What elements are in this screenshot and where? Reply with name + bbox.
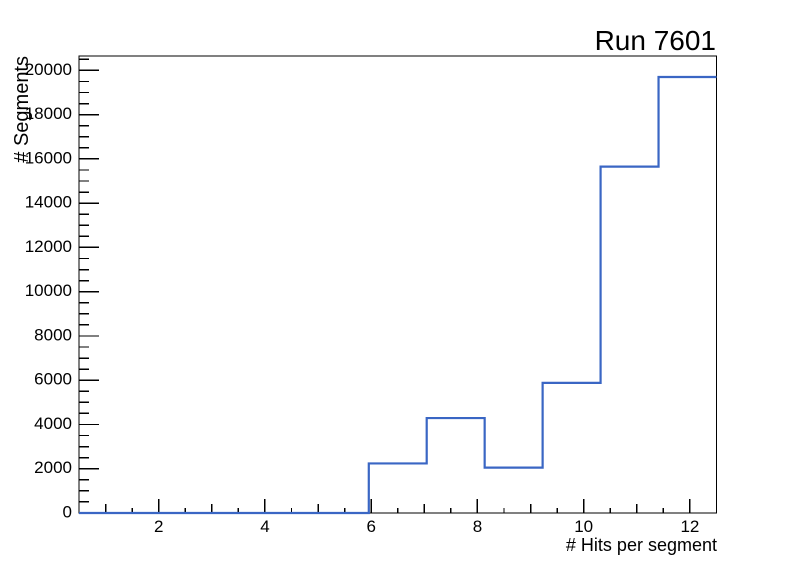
x-tick-label: 2 — [154, 517, 163, 536]
y-tick-label: 0 — [63, 503, 72, 522]
y-tick-label: 4000 — [34, 414, 72, 433]
x-tick-label: 4 — [260, 517, 269, 536]
histogram-line — [79, 75, 717, 515]
y-tick-label: 18000 — [25, 104, 72, 123]
y-tick-label: 20000 — [25, 60, 72, 79]
y-tick-label: 16000 — [25, 148, 72, 167]
y-tick-label: 10000 — [25, 281, 72, 300]
y-tick-label: 2000 — [34, 458, 72, 477]
x-tick-label: 6 — [366, 517, 375, 536]
y-tick-label: 6000 — [34, 370, 72, 389]
plot-frame — [78, 55, 718, 514]
plot-title: Run 7601 — [595, 25, 716, 56]
x-tick-label: 8 — [473, 517, 482, 536]
y-tick-label: 8000 — [34, 325, 72, 344]
y-axis-title: # Segments — [11, 56, 33, 163]
x-axis-title: # Hits per segment — [566, 535, 717, 555]
x-tick-label: 12 — [680, 517, 699, 536]
axis-ticks — [79, 58, 691, 514]
x-tick-label: 10 — [574, 517, 593, 536]
y-tick-label: 12000 — [25, 237, 72, 256]
y-tick-label: 14000 — [25, 193, 72, 212]
axis-tick-labels: 2 4 6 8 10 12 0 2000 4000 6000 8000 10000 12000 14000… — [25, 60, 700, 536]
